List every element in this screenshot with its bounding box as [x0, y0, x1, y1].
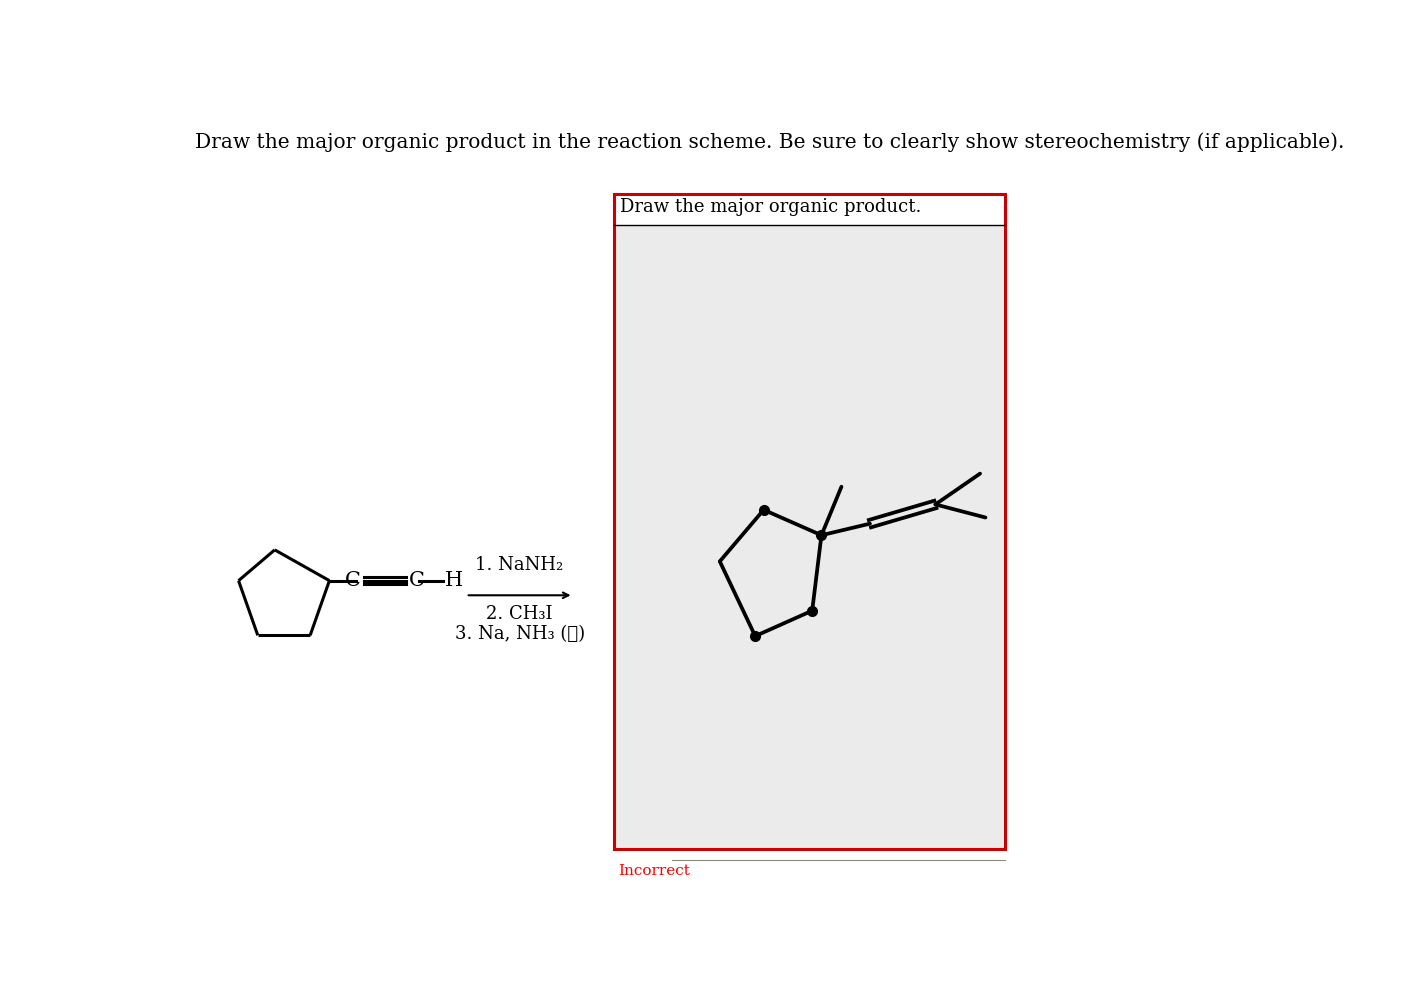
Bar — [614, 195, 1005, 225]
Text: 1. NaNH₂: 1. NaNH₂ — [475, 555, 564, 574]
Text: H: H — [445, 572, 464, 590]
Text: C: C — [408, 572, 424, 590]
Bar — [614, 225, 1005, 849]
Text: 3. Na, NH₃ (ℓ): 3. Na, NH₃ (ℓ) — [455, 625, 584, 642]
Text: Draw the major organic product in the reaction scheme. Be sure to clearly show s: Draw the major organic product in the re… — [194, 132, 1344, 152]
Text: 2. CH₃I: 2. CH₃I — [486, 605, 553, 623]
Text: Draw the major organic product.: Draw the major organic product. — [621, 198, 922, 216]
Bar — [614, 195, 1005, 849]
Text: Incorrect: Incorrect — [618, 864, 691, 878]
Text: C: C — [345, 572, 362, 590]
